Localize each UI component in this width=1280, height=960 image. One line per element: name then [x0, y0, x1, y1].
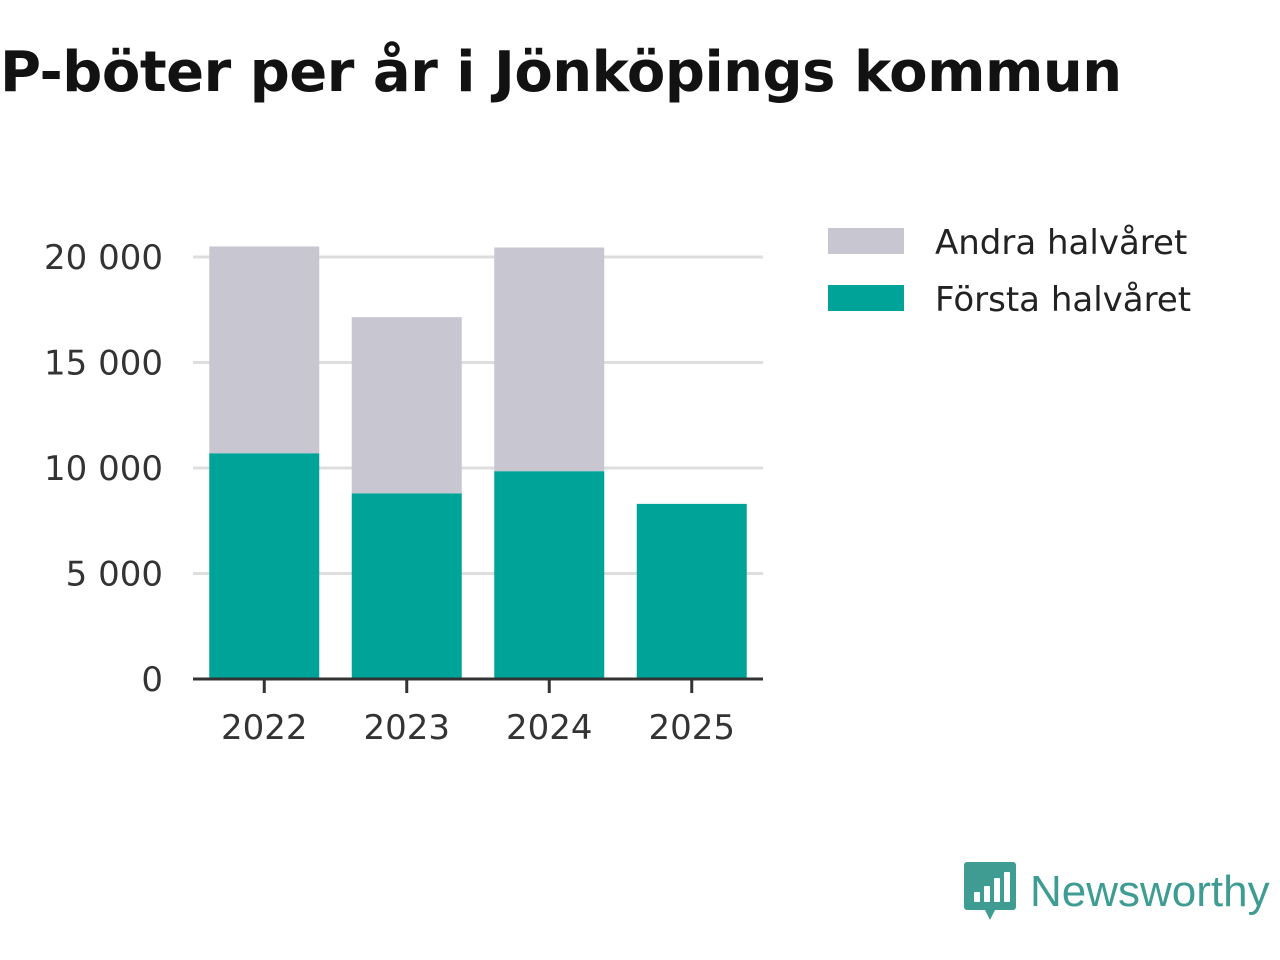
legend-label: Första halvåret — [935, 280, 1191, 320]
legend-swatch — [828, 228, 904, 254]
bar-forsta-halvaret-2022 — [209, 453, 320, 679]
y-tick-label: 20 000 — [44, 238, 163, 278]
newsworthy-brand: Newsworthy — [964, 862, 1270, 922]
legend-swatch — [828, 285, 904, 311]
bar-chart-speech-bubble-icon — [964, 862, 1016, 920]
y-tick-label: 0 — [141, 660, 163, 700]
y-tick-label: 15 000 — [44, 344, 163, 384]
x-tick-label: 2025 — [648, 708, 735, 748]
x-tick-label: 2024 — [506, 708, 593, 748]
bar-andra-halvaret-2023 — [351, 317, 462, 494]
bar-forsta-halvaret-2025 — [636, 503, 747, 679]
bar-forsta-halvaret-2023 — [351, 493, 462, 679]
bar-andra-halvaret-2024 — [494, 247, 605, 472]
y-tick-label: 5 000 — [66, 555, 163, 595]
x-tick-label: 2022 — [221, 708, 308, 748]
y-tick-label: 10 000 — [44, 449, 163, 489]
brand-name: Newsworthy — [1030, 867, 1270, 916]
axes: 0 5 000 10 000 15 000 20 000 2022 2023 2024 2025 — [44, 238, 763, 748]
legend-label: Andra halvåret — [935, 223, 1187, 263]
x-tick-label: 2023 — [363, 708, 450, 748]
bars — [209, 246, 747, 679]
bar-forsta-halvaret-2024 — [494, 471, 605, 679]
chart-title: P-böter per år i Jönköpings kommun — [0, 40, 1122, 105]
bar-andra-halvaret-2022 — [209, 246, 320, 454]
legend: Andra halvåret Första halvåret — [828, 223, 1191, 320]
